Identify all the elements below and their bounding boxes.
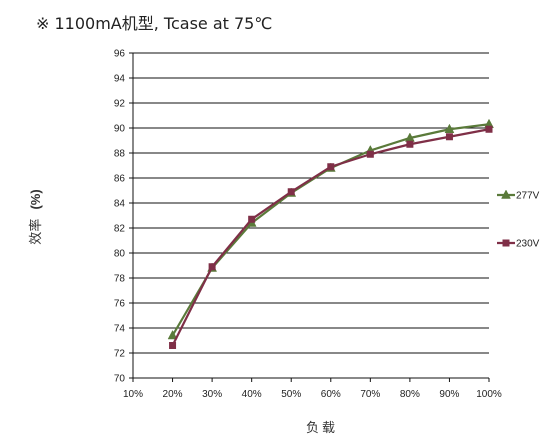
y-tick-label: 96 (114, 49, 126, 60)
x-tick-label: 90% (439, 389, 459, 400)
y-tick-label: 92 (114, 99, 126, 110)
x-tick-label: 80% (400, 389, 420, 400)
x-tick-labels: 10% 20% 30% 40% 50% 60% 70% 80% 90% 100% (123, 389, 502, 400)
legend-item-230V: 230V (497, 239, 540, 250)
series-line-230V (171, 128, 490, 346)
x-tick-label: 40% (242, 389, 262, 400)
data-point-230V (366, 150, 374, 158)
y-axis-title-main: 效率 (28, 219, 44, 245)
x-tick-label: 100% (476, 389, 502, 400)
x-axis-title: 负载 (306, 421, 338, 436)
y-axis-title: 效率 (%) (28, 189, 44, 244)
data-point-277V (444, 123, 455, 133)
series-277V (167, 118, 494, 340)
data-point-230V (327, 163, 335, 171)
data-point-230V (445, 133, 453, 141)
legend: 277V 230V (497, 189, 540, 250)
y-tick-label: 82 (114, 224, 126, 235)
y-tick-label: 90 (114, 124, 126, 135)
y-tick-labels: 70 72 74 76 78 80 82 84 86 88 90 92 94 96 (114, 49, 126, 385)
x-tick-label: 30% (202, 389, 222, 400)
y-tick-label: 86 (114, 174, 126, 185)
data-point-230V (169, 342, 177, 349)
data-point-230V (485, 125, 493, 133)
data-point-230V (406, 140, 414, 148)
legend-label-277V: 277V (516, 191, 540, 202)
x-tick-label: 20% (163, 389, 183, 400)
legend-marker-230V (502, 239, 510, 247)
y-tick-label: 94 (114, 74, 126, 85)
series-line-277V (171, 123, 490, 337)
axes (129, 52, 490, 382)
y-tick-label: 84 (114, 199, 126, 210)
y-tick-label: 80 (114, 249, 126, 260)
series-lines (167, 118, 494, 349)
legend-marker-277V (501, 189, 511, 199)
data-point-230V (287, 188, 295, 196)
legend-label-230V: 230V (516, 239, 540, 250)
series-230V (169, 125, 493, 349)
data-point-230V (248, 215, 256, 223)
x-tick-label: 70% (360, 389, 380, 400)
x-tick-label: 50% (281, 389, 301, 400)
y-tick-label: 70 (114, 374, 126, 385)
chart-title: ※ 1100mA机型, Tcase at 75℃ (36, 14, 273, 33)
y-tick-label: 72 (114, 349, 126, 360)
data-point-277V (167, 329, 178, 340)
grid-lines (133, 52, 489, 354)
y-tick-label: 74 (114, 324, 126, 335)
data-point-230V (208, 263, 216, 271)
y-tick-label: 88 (114, 149, 126, 160)
y-tick-label: 76 (114, 299, 126, 310)
x-tick-label: 10% (123, 389, 143, 400)
y-axis-title-unit: (%) (28, 189, 43, 209)
legend-item-277V: 277V (497, 189, 540, 202)
x-tick-label: 60% (321, 389, 341, 400)
y-tick-label: 78 (114, 274, 126, 285)
